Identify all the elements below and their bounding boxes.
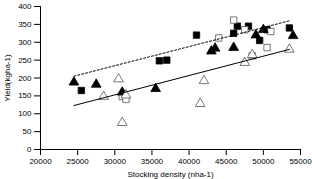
svg-text:250: 250 xyxy=(18,56,32,65)
svg-text:25000: 25000 xyxy=(67,157,90,166)
svg-text:300: 300 xyxy=(18,38,32,47)
svg-text:50000: 50000 xyxy=(252,157,275,166)
svg-text:55000: 55000 xyxy=(289,157,312,166)
svg-text:40000: 40000 xyxy=(178,157,201,166)
svg-text:0: 0 xyxy=(27,145,32,154)
svg-text:200: 200 xyxy=(18,74,32,83)
svg-text:400: 400 xyxy=(18,2,32,11)
svg-text:50: 50 xyxy=(23,127,32,136)
svg-text:35000: 35000 xyxy=(141,157,164,166)
svg-text:350: 350 xyxy=(18,20,32,29)
svg-text:20000: 20000 xyxy=(29,157,52,166)
svg-text:150: 150 xyxy=(18,91,32,100)
svg-text:Yield(kgha-1): Yield(kgha-1) xyxy=(3,54,12,102)
svg-text:45000: 45000 xyxy=(215,157,238,166)
svg-text:30000: 30000 xyxy=(104,157,127,166)
svg-text:100: 100 xyxy=(18,109,32,118)
svg-text:Stocking density (nha-1): Stocking density (nha-1) xyxy=(127,170,214,179)
